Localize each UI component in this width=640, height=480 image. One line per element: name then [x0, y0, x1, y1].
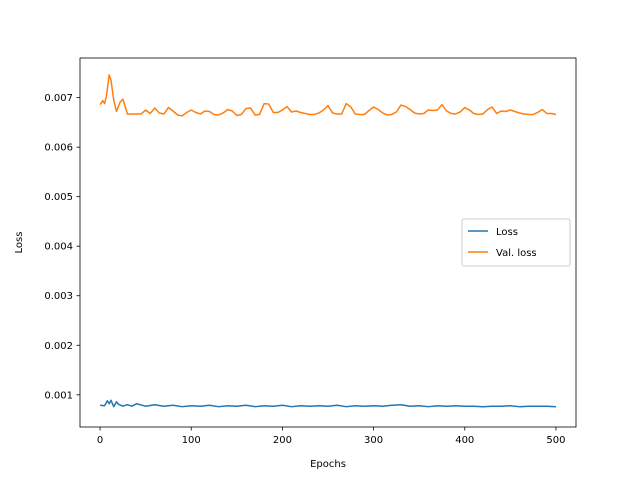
x-tick-label: 500	[546, 435, 565, 446]
y-axis: 0.001 0.002 0.003 0.004 0.005 0.006 0.007	[44, 93, 80, 401]
y-tick-label: 0.004	[44, 242, 73, 253]
x-tick-label: 400	[455, 435, 474, 446]
legend-label: Val. loss	[496, 248, 537, 259]
x-tick-label: 200	[273, 435, 292, 446]
series-line-val-loss	[99, 74, 557, 117]
series-layer	[99, 74, 557, 408]
x-axis-label: Epochs	[310, 459, 346, 470]
legend: Loss Val. loss	[461, 218, 571, 267]
y-tick-label: 0.006	[44, 143, 73, 154]
legend-box	[461, 218, 571, 267]
series-line-loss	[99, 399, 556, 408]
y-axis-label: Loss	[14, 232, 25, 254]
y-tick-label: 0.003	[44, 291, 73, 302]
x-tick-label: 100	[182, 435, 201, 446]
y-tick-label: 0.001	[44, 390, 73, 401]
y-tick-label: 0.002	[44, 341, 73, 352]
y-tick-label: 0.007	[44, 93, 73, 104]
y-tick-label: 0.005	[44, 192, 73, 203]
x-axis: 0 100 200 300 400 500	[97, 427, 565, 446]
axes-frame	[79, 57, 577, 428]
x-tick-label: 300	[364, 435, 383, 446]
x-tick-label: 0	[97, 435, 103, 446]
plot-area	[79, 57, 577, 428]
legend-label: Loss	[496, 227, 518, 238]
